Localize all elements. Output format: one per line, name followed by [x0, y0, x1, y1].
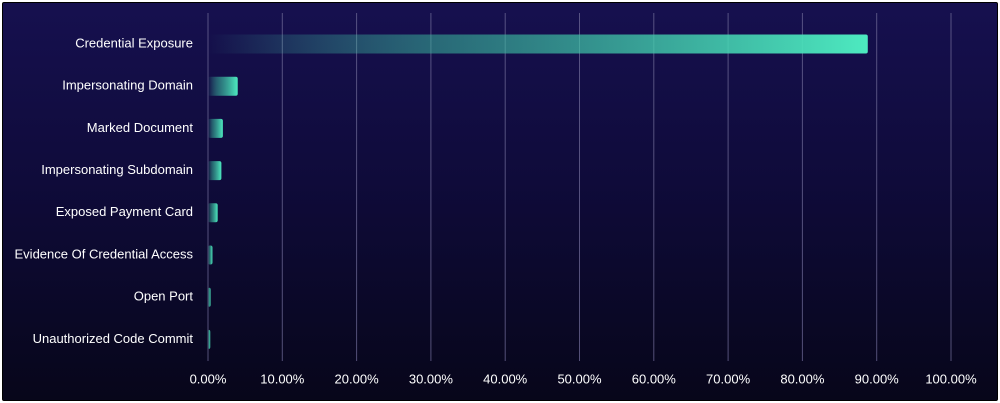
- x-tick-label: 20.00%: [335, 371, 380, 386]
- x-tick-label: 50.00%: [557, 371, 602, 386]
- x-tick-label: 80.00%: [780, 371, 825, 386]
- x-tick-label: 60.00%: [632, 371, 677, 386]
- x-tick-label: 90.00%: [855, 371, 900, 386]
- x-tick-label: 0.00%: [190, 371, 227, 386]
- grid-layer: [207, 13, 952, 361]
- bar: [208, 329, 211, 349]
- bar: [208, 118, 223, 138]
- bar: [208, 76, 238, 96]
- bar: [208, 245, 213, 265]
- bar: [208, 287, 211, 307]
- bar: [208, 203, 218, 223]
- bar-layer: [208, 34, 868, 349]
- category-label: Impersonating Domain: [62, 78, 193, 93]
- bar-chart: Credential Exposure Impersonating Domain M…: [15, 13, 978, 386]
- x-tick-label: 70.00%: [706, 371, 751, 386]
- x-tick-label-layer: 0.00% 10.00% 20.00% 30.00% 40.00% 50.00% 60.00…: [190, 371, 978, 386]
- x-tick-label: 100.00%: [925, 371, 977, 386]
- bar: [208, 34, 868, 54]
- category-label: Unauthorized Code Commit: [33, 331, 194, 346]
- category-label: Exposed Payment Card: [56, 204, 193, 219]
- bar: [208, 161, 222, 181]
- category-label: Credential Exposure: [75, 35, 193, 50]
- category-label-layer: Credential Exposure Impersonating Domain M…: [15, 35, 194, 345]
- category-label: Open Port: [134, 289, 194, 304]
- category-label: Evidence Of Credential Access: [15, 246, 194, 261]
- x-tick-label: 40.00%: [483, 371, 528, 386]
- category-label: Marked Document: [87, 120, 194, 135]
- x-tick-label: 10.00%: [260, 371, 305, 386]
- x-tick-label: 30.00%: [409, 371, 454, 386]
- category-label: Impersonating Subdomain: [41, 162, 193, 177]
